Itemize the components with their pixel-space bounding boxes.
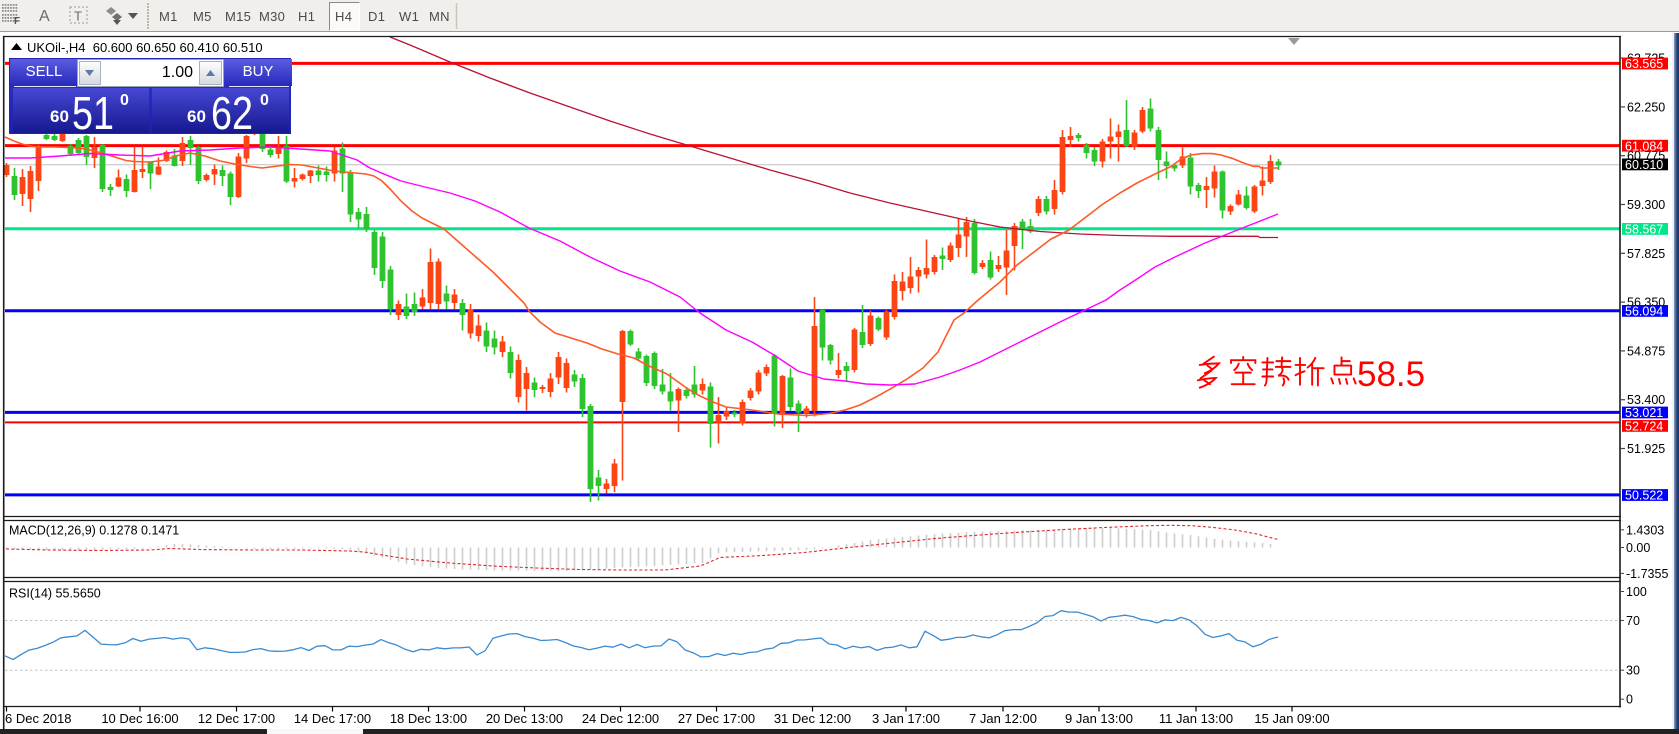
svg-text:6 Dec 2018: 6 Dec 2018 bbox=[5, 711, 72, 726]
svg-text:24 Dec 12:00: 24 Dec 12:00 bbox=[582, 711, 659, 726]
svg-text:A: A bbox=[39, 8, 50, 25]
svg-text:1.4303: 1.4303 bbox=[1626, 523, 1664, 537]
svg-text:53.400: 53.400 bbox=[1627, 393, 1665, 407]
svg-text:53.021: 53.021 bbox=[1625, 406, 1663, 420]
svg-text:RSI(14) 55.5650: RSI(14) 55.5650 bbox=[9, 587, 101, 601]
svg-text:56.094: 56.094 bbox=[1625, 305, 1663, 319]
svg-text:58.567: 58.567 bbox=[1625, 223, 1663, 237]
svg-text:F: F bbox=[14, 16, 20, 27]
svg-text:30: 30 bbox=[1626, 664, 1640, 678]
svg-text:57.825: 57.825 bbox=[1627, 247, 1665, 261]
svg-text:61.084: 61.084 bbox=[1625, 139, 1663, 153]
svg-text:T: T bbox=[74, 9, 82, 24]
svg-text:0.00: 0.00 bbox=[1626, 541, 1650, 555]
svg-text:63.565: 63.565 bbox=[1625, 57, 1663, 71]
svg-text:62.250: 62.250 bbox=[1627, 100, 1665, 114]
svg-text:60.510: 60.510 bbox=[1625, 158, 1663, 172]
svg-text:59.300: 59.300 bbox=[1627, 198, 1665, 212]
svg-text:UKOil-,H4 60.600 60.650 60.41: UKOil-,H4 60.600 60.650 60.410 60.510 bbox=[27, 40, 263, 55]
svg-text:54.875: 54.875 bbox=[1627, 344, 1665, 358]
svg-text:11 Jan 13:00: 11 Jan 13:00 bbox=[1159, 711, 1233, 726]
svg-text:31 Dec 12:00: 31 Dec 12:00 bbox=[774, 711, 851, 726]
svg-text:100: 100 bbox=[1626, 585, 1647, 599]
svg-text:50.522: 50.522 bbox=[1625, 489, 1663, 503]
svg-text:15 Jan 09:00: 15 Jan 09:00 bbox=[1254, 711, 1329, 726]
svg-text:51.925: 51.925 bbox=[1627, 442, 1665, 456]
svg-text:3 Jan 17:00: 3 Jan 17:00 bbox=[872, 711, 940, 726]
svg-text:18 Dec 13:00: 18 Dec 13:00 bbox=[390, 711, 467, 726]
svg-text:20 Dec 13:00: 20 Dec 13:00 bbox=[486, 711, 563, 726]
svg-text:52.724: 52.724 bbox=[1625, 420, 1663, 434]
svg-text:-1.7355: -1.7355 bbox=[1626, 567, 1668, 581]
svg-text:9 Jan 13:00: 9 Jan 13:00 bbox=[1065, 711, 1133, 726]
svg-text:58.5: 58.5 bbox=[1357, 355, 1425, 394]
svg-text:70: 70 bbox=[1626, 614, 1640, 628]
svg-text:27 Dec 17:00: 27 Dec 17:00 bbox=[678, 711, 755, 726]
svg-text:7 Jan 12:00: 7 Jan 12:00 bbox=[969, 711, 1037, 726]
svg-text:MACD(12,26,9) 0.1278 0.1471: MACD(12,26,9) 0.1278 0.1471 bbox=[9, 524, 179, 538]
svg-text:0: 0 bbox=[1626, 693, 1633, 707]
svg-text:12 Dec 17:00: 12 Dec 17:00 bbox=[198, 711, 275, 726]
svg-text:10 Dec 16:00: 10 Dec 16:00 bbox=[101, 711, 178, 726]
svg-text:14 Dec 17:00: 14 Dec 17:00 bbox=[294, 711, 371, 726]
